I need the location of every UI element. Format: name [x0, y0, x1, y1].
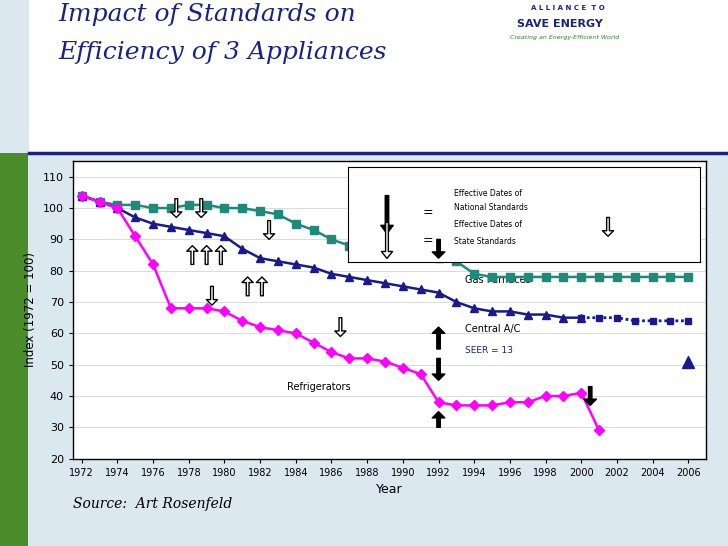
Text: Source:  Art Rosenfeld: Source: Art Rosenfeld: [73, 497, 232, 511]
Text: Creating an Energy-Efficient World: Creating an Energy-Efficient World: [510, 35, 619, 40]
X-axis label: Year: Year: [376, 483, 403, 496]
Text: Central A/C: Central A/C: [465, 324, 521, 334]
Text: SEER = 13: SEER = 13: [465, 346, 513, 355]
Text: Refrigerators: Refrigerators: [287, 382, 350, 391]
Y-axis label: Index (1972 = 100): Index (1972 = 100): [24, 252, 37, 367]
Text: Efficiency of 3 Appliances: Efficiency of 3 Appliances: [58, 41, 387, 64]
Text: SAVE ENERGY: SAVE ENERGY: [517, 19, 603, 29]
Text: A L L I A N C E  T O: A L L I A N C E T O: [531, 5, 605, 11]
Text: Gas Furnaces: Gas Furnaces: [465, 275, 531, 285]
Text: Impact of Standards on: Impact of Standards on: [58, 3, 356, 26]
